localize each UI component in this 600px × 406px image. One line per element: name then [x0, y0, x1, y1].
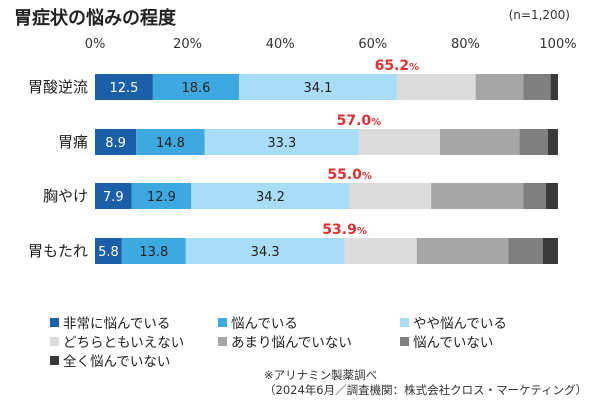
category-label: 胃酸逆流	[28, 78, 88, 96]
bar-segment	[523, 74, 551, 100]
data-label: 34.1	[303, 81, 332, 96]
data-label: 8.9	[105, 136, 126, 151]
legend-item: 悩んでいる	[218, 312, 298, 332]
survey-note: （2024年6月／調査機関：株式会社クロス・マーケティング）	[264, 383, 588, 397]
x-tick-label: 0%	[85, 37, 106, 52]
legend-swatch	[400, 317, 409, 327]
total-label: 57.0%	[337, 113, 382, 129]
data-label: 12.5	[109, 81, 138, 96]
data-label: 34.2	[256, 190, 285, 205]
bar-segment	[191, 183, 350, 209]
x-tick-label: 20%	[173, 37, 202, 52]
legend-swatch	[400, 336, 409, 346]
data-label: 12.9	[147, 190, 176, 205]
legend-label: どちらともいえない	[63, 335, 185, 351]
data-label: 5.8	[98, 245, 119, 260]
data-label: 18.6	[181, 81, 210, 96]
legend-label: 非常に悩んでいる	[63, 316, 171, 332]
bar-segment	[152, 74, 239, 100]
total-label: 55.0%	[327, 167, 372, 183]
bar-segment	[95, 129, 137, 155]
bar-segment	[95, 183, 132, 209]
category-label: 胃痛	[58, 133, 88, 151]
bar-segment	[131, 183, 192, 209]
legend-item: 悩んでいない	[400, 331, 493, 351]
bar-segment	[121, 238, 186, 264]
total-label: 53.9%	[322, 222, 367, 238]
chart-title: 胃症状の悩みの程度	[14, 8, 176, 29]
legend-label: 全く悩んでいない	[63, 354, 171, 370]
bar-segment	[431, 183, 524, 209]
bar-segment	[136, 129, 205, 155]
legend-item: 全く悩んでいない	[50, 350, 170, 370]
legend-label: あまり悩んでいない	[231, 335, 352, 351]
legend-item: やや悩んでいる	[400, 312, 507, 332]
bar-segment	[545, 183, 558, 209]
bar-segment	[95, 74, 153, 100]
bar-segment	[238, 74, 397, 100]
legend-label: 悩んでいる	[231, 316, 298, 332]
bar-segment	[550, 74, 558, 100]
bar-segment	[542, 238, 558, 264]
legend-swatch	[50, 317, 59, 327]
legend-label: やや悩んでいる	[413, 316, 507, 332]
bar-segment	[416, 238, 509, 264]
total-label: 65.2%	[375, 58, 420, 74]
bar-segment	[358, 129, 440, 155]
bar-segment	[439, 129, 520, 155]
category-label: 胃もたれ	[28, 242, 88, 260]
x-tick-label: 100%	[539, 37, 576, 52]
legend-label: 悩んでいない	[413, 335, 494, 351]
bar-segment	[95, 238, 122, 264]
legend-item: どちらともいえない	[50, 331, 184, 351]
x-tick-label: 60%	[358, 37, 387, 52]
bar-segment	[475, 74, 524, 100]
data-label: 13.8	[139, 245, 168, 260]
bar-segment	[344, 238, 417, 264]
bar-segment	[519, 129, 548, 155]
legend-swatch	[50, 336, 59, 346]
data-label: 7.9	[103, 190, 124, 205]
bar-segment	[523, 183, 546, 209]
data-label: 33.3	[267, 136, 296, 151]
sample-size: (n=1,200)	[508, 8, 570, 22]
data-label: 14.8	[156, 136, 185, 151]
bar-segment	[185, 238, 345, 264]
data-label: 34.3	[251, 245, 280, 260]
bar-segment	[508, 238, 543, 264]
legend-item: 非常に悩んでいる	[50, 312, 170, 332]
legend-swatch	[218, 317, 227, 327]
x-tick-label: 40%	[266, 37, 295, 52]
legend-item: あまり悩んでいない	[218, 331, 352, 351]
source-note: ※アリナミン製薬調べ	[264, 368, 378, 382]
category-label: 胸やけ	[43, 187, 88, 205]
x-tick-label: 80%	[451, 37, 480, 52]
bar-segment	[204, 129, 359, 155]
legend-swatch	[50, 355, 59, 365]
bar-segment	[547, 129, 558, 155]
bar-segment	[396, 74, 476, 100]
legend-swatch	[218, 336, 227, 346]
bar-segment	[349, 183, 432, 209]
